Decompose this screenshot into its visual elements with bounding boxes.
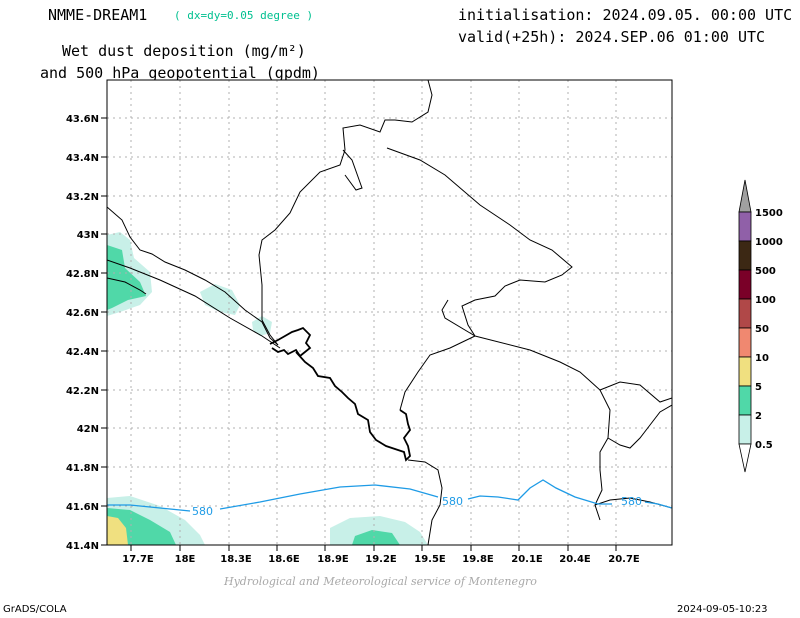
lat-tick-label: 42.6N bbox=[66, 308, 99, 319]
lon-tick-label: 20.7E bbox=[608, 554, 640, 565]
dust-deposition-shading bbox=[107, 232, 428, 545]
map-title-line1: Wet dust deposition (mg/m²) bbox=[62, 42, 306, 60]
legend-label: 500 bbox=[755, 266, 776, 277]
legend-swatch bbox=[738, 298, 752, 329]
legend-label: 50 bbox=[755, 324, 769, 335]
lat-tick-label: 41.6N bbox=[66, 502, 99, 513]
lat-tick-label: 41.8N bbox=[66, 463, 99, 474]
lat-tick-label: 42.4N bbox=[66, 347, 99, 358]
lat-tick-label: 42N bbox=[77, 424, 99, 435]
country-borders bbox=[107, 80, 672, 545]
lon-tick-label: 18.3E bbox=[220, 554, 252, 565]
lon-tick-label: 19.8E bbox=[462, 554, 494, 565]
lat-tick-label: 42.8N bbox=[66, 269, 99, 280]
lat-tick-label: 41.4N bbox=[66, 541, 99, 552]
legend-label: 10 bbox=[755, 353, 769, 364]
legend-swatch bbox=[738, 356, 752, 387]
color-legend bbox=[738, 179, 752, 473]
geopotential-contour-580 bbox=[107, 479, 672, 512]
credit-text: Hydrological and Meteorological service … bbox=[224, 575, 537, 588]
coastline bbox=[269, 326, 412, 462]
legend-label: 1000 bbox=[755, 237, 783, 248]
contour-label: 580 bbox=[192, 505, 213, 518]
lat-tick-label: 43N bbox=[77, 230, 99, 241]
lat-tick-label: 43.4N bbox=[66, 153, 99, 164]
software-label: GrADS/COLA bbox=[3, 604, 67, 615]
lon-tick-label: 19.2E bbox=[365, 554, 397, 565]
lon-tick-label: 20.1E bbox=[511, 554, 543, 565]
legend-label: 100 bbox=[755, 295, 776, 306]
legend-swatch bbox=[738, 414, 752, 445]
legend-swatch bbox=[738, 327, 752, 358]
resolution-label: ( dx=dy=0.05 degree ) bbox=[174, 9, 314, 22]
lat-tick-label: 43.2N bbox=[66, 192, 99, 203]
lat-tick-label: 43.6N bbox=[66, 114, 99, 125]
legend-label: 5 bbox=[755, 382, 762, 393]
legend-label: 0.5 bbox=[755, 440, 773, 451]
lon-tick-label: 18.6E bbox=[268, 554, 300, 565]
legend-label: 1500 bbox=[755, 208, 783, 219]
legend-swatch bbox=[738, 211, 752, 242]
lon-tick-label: 17.7E bbox=[122, 554, 154, 565]
longitude-axis bbox=[130, 545, 617, 551]
valid-time: valid(+25h): 2024.SEP.06 01:00 UTC bbox=[458, 28, 766, 46]
generated-timestamp: 2024-09-05-10:23 bbox=[677, 604, 768, 615]
lon-tick-label: 19.5E bbox=[414, 554, 446, 565]
map-title-line2: and 500 hPa geopotential (gpdm) bbox=[40, 64, 320, 82]
legend-swatch bbox=[738, 179, 752, 213]
legend-swatch bbox=[738, 240, 752, 271]
map-grid bbox=[107, 80, 672, 545]
lon-tick-label: 20.4E bbox=[559, 554, 591, 565]
initialisation-time: initialisation: 2024.09.05. 00:00 UTC bbox=[458, 6, 793, 24]
latitude-axis bbox=[101, 117, 107, 546]
lon-tick-label: 18.9E bbox=[317, 554, 349, 565]
contour-label: 580 bbox=[442, 495, 463, 508]
lat-tick-label: 42.2N bbox=[66, 386, 99, 397]
legend-swatch bbox=[738, 269, 752, 300]
legend-label: 2 bbox=[755, 411, 762, 422]
model-name: NMME-DREAM1 bbox=[48, 6, 148, 24]
contour-label: 580 bbox=[621, 495, 642, 508]
lon-tick-label: 18E bbox=[175, 554, 196, 565]
legend-swatch bbox=[738, 385, 752, 416]
